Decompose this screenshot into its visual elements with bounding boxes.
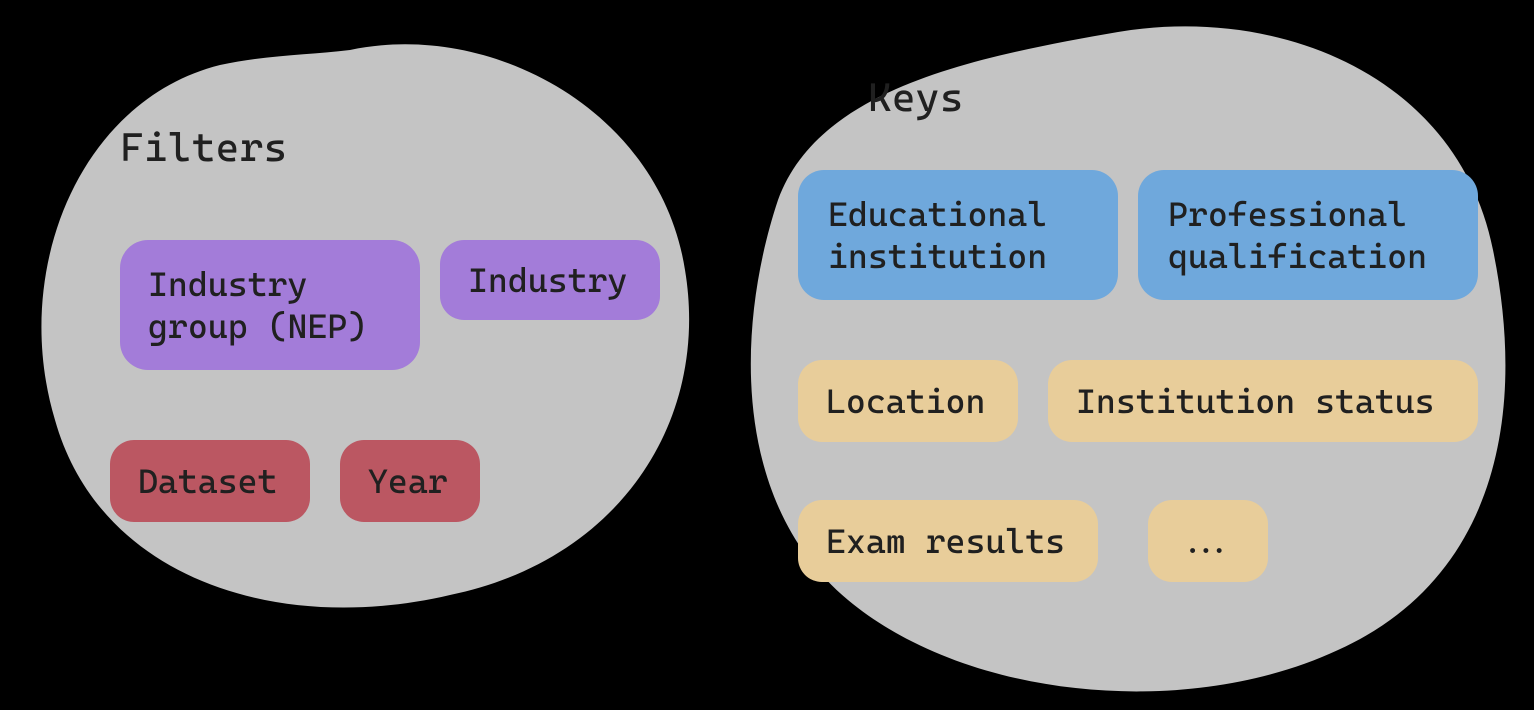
filter-pill-dataset: Dataset	[110, 440, 310, 522]
key-pill-exam-results: Exam results	[798, 500, 1098, 582]
filters-blob: Filters Industry group (NEP) Industry Da…	[20, 40, 700, 620]
filter-pill-year: Year	[340, 440, 480, 522]
pill-label: ...	[1176, 521, 1236, 561]
key-pill-location: Location	[798, 360, 1018, 442]
key-pill-professional-qualification: Professional qualification	[1138, 170, 1478, 300]
key-pill-more: ...	[1148, 500, 1268, 582]
filter-pill-industry-group: Industry group (NEP)	[120, 240, 420, 370]
filters-title: Filters	[120, 125, 288, 171]
key-pill-educational-institution: Educational institution	[798, 170, 1118, 300]
diagram-canvas: Filters Industry group (NEP) Industry Da…	[0, 0, 1534, 710]
pill-label: Professional qualification	[1168, 193, 1448, 278]
pill-label: Year	[368, 461, 448, 501]
pill-label: Institution status	[1076, 381, 1435, 421]
pill-label: Educational institution	[828, 193, 1088, 278]
pill-label: Location	[826, 381, 985, 421]
key-pill-institution-status: Institution status	[1048, 360, 1478, 442]
pill-label: Dataset	[138, 461, 277, 501]
keys-title: Keys	[868, 75, 964, 121]
filter-pill-industry: Industry	[440, 240, 660, 320]
pill-label: Industry group (NEP)	[148, 263, 392, 348]
pill-label: Exam results	[826, 521, 1065, 561]
pill-label: Industry	[468, 260, 627, 300]
keys-blob: Keys Educational institution Professiona…	[738, 20, 1518, 700]
